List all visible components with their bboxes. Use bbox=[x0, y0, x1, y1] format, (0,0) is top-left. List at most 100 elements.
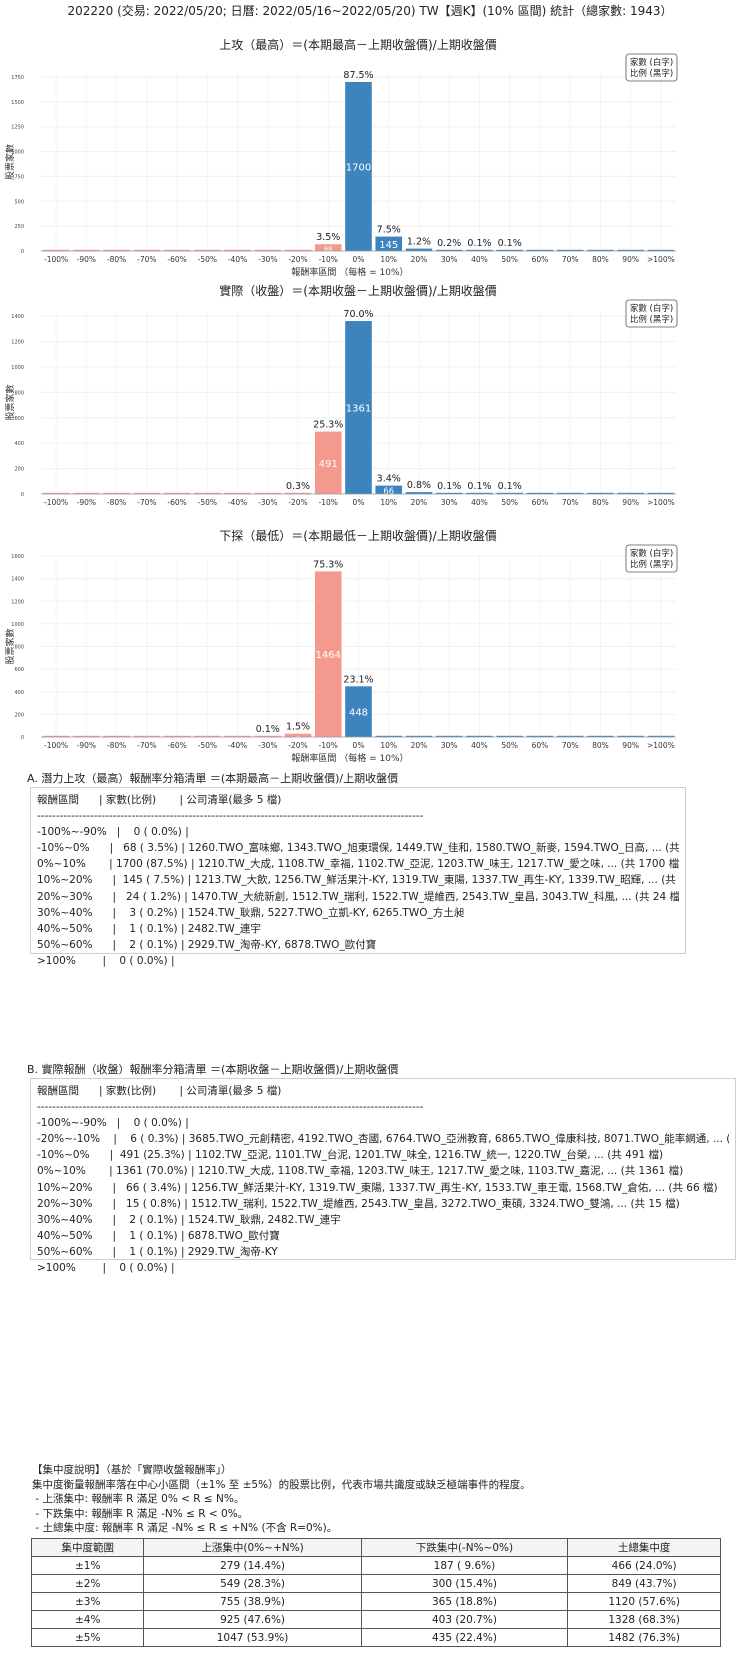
bar bbox=[163, 249, 191, 251]
x-tick-label: -70% bbox=[137, 498, 156, 507]
bar bbox=[556, 249, 584, 251]
table-cell: 1328 (68.3%) bbox=[567, 1610, 721, 1629]
x-tick-label: -30% bbox=[258, 255, 277, 264]
table-cell: 1120 (57.6%) bbox=[567, 1592, 721, 1611]
section-b-row: 10%~20% | 66 ( 3.4%) | 1256.TW_鮮活果汁-KY, … bbox=[37, 1181, 718, 1194]
bar bbox=[647, 249, 675, 251]
y-axis-label: 股票家數 bbox=[4, 144, 16, 180]
x-tick-label: 40% bbox=[471, 741, 488, 750]
legend: 家數 (白字)比例 (黑字) bbox=[625, 299, 678, 328]
legend-box bbox=[625, 53, 678, 82]
bar bbox=[73, 735, 100, 737]
x-axis-label: 報酬率區間 （每格 = 10%） bbox=[291, 266, 408, 278]
x-tick-label: 70% bbox=[562, 741, 579, 750]
bar bbox=[314, 244, 342, 251]
bar bbox=[435, 249, 463, 251]
bar bbox=[103, 735, 130, 737]
bar-percent-label: 25.3% bbox=[313, 420, 343, 431]
bar bbox=[496, 249, 523, 251]
bar bbox=[163, 492, 191, 494]
bar bbox=[133, 249, 161, 251]
bar bbox=[556, 492, 584, 494]
x-tick-label: -20% bbox=[288, 741, 307, 750]
concentration-table-body: ±1% 279 (14.4%) 187 ( 9.6%) 466 (24.0%) ±2% 5… bbox=[30, 1556, 721, 1647]
table-row: ±2% 549 (28.3%) 300 (15.4%) 849 (43.7%) bbox=[30, 1574, 721, 1593]
bar-count-label: 1 bbox=[478, 250, 481, 255]
bar-percent-label: 87.5% bbox=[343, 70, 373, 81]
section-b-row: 50%~60% | 1 ( 0.1%) | 2929.TW_淘帝-KY bbox=[37, 1245, 278, 1258]
x-tick-label: 30% bbox=[441, 255, 458, 264]
y-tick-label: 0 bbox=[21, 735, 24, 741]
table-header-cell: 土總集中度 bbox=[567, 1538, 721, 1557]
table-cell: 1047 (53.9%) bbox=[143, 1628, 362, 1647]
legend-box bbox=[625, 544, 678, 573]
table-cell: 435 (22.4%) bbox=[360, 1628, 569, 1647]
chart-actual-close: 實際（收盤）＝(本期收盤－上期收盤價)/上期收盤價020040060080010… bbox=[4, 283, 678, 507]
x-tick-label: -10% bbox=[319, 741, 338, 750]
table-row: ±4% 925 (47.6%) 403 (20.7%) 1328 (68.3%) bbox=[30, 1610, 721, 1629]
bar bbox=[405, 492, 433, 494]
section-a-row: >100% | 0 ( 0.0%) | bbox=[37, 954, 175, 967]
table-cell: 755 (38.9%) bbox=[143, 1592, 362, 1611]
x-tick-label: -50% bbox=[198, 741, 217, 750]
table-cell: 300 (15.4%) bbox=[360, 1574, 569, 1593]
y-tick-label: 400 bbox=[14, 441, 24, 447]
concentration-table: 集中度範圍 上漲集中(0%~+N%) 下跌集中(-N%~0%) 土總集中度 ±1% 27… bbox=[30, 1538, 721, 1647]
table-row: ±1% 279 (14.4%) 187 ( 9.6%) 466 (24.0%) bbox=[30, 1556, 721, 1575]
legend: 家數 (白字)比例 (黑字) bbox=[625, 544, 678, 573]
concentration-line: - 土總集中度: 報酬率 R 滿足 -N% ≤ R ≤ +N% (不含 R=0%… bbox=[32, 1522, 338, 1534]
bar bbox=[526, 735, 554, 737]
bar bbox=[284, 492, 312, 494]
x-tick-label: 10% bbox=[380, 255, 397, 264]
legend-entry: 家數 (白字) bbox=[630, 57, 673, 68]
section-b-row: ----------------------------------------… bbox=[37, 1101, 424, 1114]
y-tick-label: 800 bbox=[14, 645, 24, 651]
table-row: ±5% 1047 (53.9%) 435 (22.4%) 1482 (76.3%) bbox=[30, 1628, 721, 1647]
bar bbox=[556, 735, 584, 737]
table-cell: 365 (18.8%) bbox=[360, 1592, 569, 1611]
section-b-row: 0%~10% | 1361 (70.0%) | 1210.TW_大成, 1108… bbox=[37, 1165, 684, 1178]
bar bbox=[345, 686, 372, 737]
bar-percent-label: 0.1% bbox=[498, 238, 522, 249]
table-header-cell: 集中度範圍 bbox=[30, 1538, 145, 1557]
x-tick-label: 70% bbox=[562, 498, 579, 507]
bar-percent-label: 70.0% bbox=[343, 309, 373, 320]
x-tick-label: 20% bbox=[411, 498, 428, 507]
bar bbox=[163, 735, 191, 737]
section-b-row: 30%~40% | 2 ( 0.1%) | 1524.TW_耿鼎, 2482.T… bbox=[37, 1213, 341, 1226]
x-axis-label: 報酬率區間 （每格 = 10%） bbox=[291, 752, 408, 764]
y-tick-label: 200 bbox=[14, 712, 24, 718]
concentration-table-header: 集中度範圍 上漲集中(0%~+N%) 下跌集中(-N%~0%) 土總集中度 bbox=[30, 1538, 721, 1557]
legend-box bbox=[625, 299, 678, 328]
concentration-description: 【集中度說明】（基於「實際收盤報酬率」） 集中度衡量報酬率落在中心小區間（±1% … bbox=[32, 1463, 531, 1536]
bar bbox=[224, 249, 251, 251]
bar-percent-label: 0.3% bbox=[286, 481, 310, 492]
y-tick-label: 1000 bbox=[11, 622, 24, 628]
bar bbox=[254, 735, 282, 737]
bar-percent-label: 0.8% bbox=[407, 480, 431, 491]
bar-count-label: 1700 bbox=[346, 162, 371, 173]
bar bbox=[194, 492, 221, 494]
bar bbox=[587, 249, 614, 251]
bar-count-label: 15 bbox=[416, 493, 422, 498]
x-tick-label: 80% bbox=[592, 741, 609, 750]
bar bbox=[526, 492, 554, 494]
x-tick-label: >100% bbox=[647, 741, 675, 750]
concentration-line: - 上漲集中: 報酬率 R 滿足 0% < R ≤ N%。 bbox=[32, 1493, 245, 1505]
x-tick-label: 50% bbox=[501, 498, 518, 507]
table-cell: ±4% bbox=[30, 1610, 145, 1629]
y-axis-label: 股票家數 bbox=[4, 384, 16, 420]
table-cell: ±3% bbox=[30, 1592, 145, 1611]
bar bbox=[587, 492, 614, 494]
table-row: ±3% 755 (38.9%) 365 (18.8%) 1120 (57.6%) bbox=[30, 1592, 721, 1611]
x-tick-label: >100% bbox=[647, 498, 675, 507]
x-tick-label: -40% bbox=[228, 255, 247, 264]
x-tick-label: 20% bbox=[411, 255, 428, 264]
y-tick-label: 0 bbox=[21, 249, 24, 255]
y-tick-label: 200 bbox=[14, 467, 24, 473]
bar-percent-label: 0.1% bbox=[467, 481, 491, 492]
y-tick-label: 1200 bbox=[11, 340, 24, 346]
x-tick-label: -70% bbox=[137, 255, 156, 264]
x-tick-label: -80% bbox=[107, 255, 126, 264]
bar bbox=[647, 492, 675, 494]
